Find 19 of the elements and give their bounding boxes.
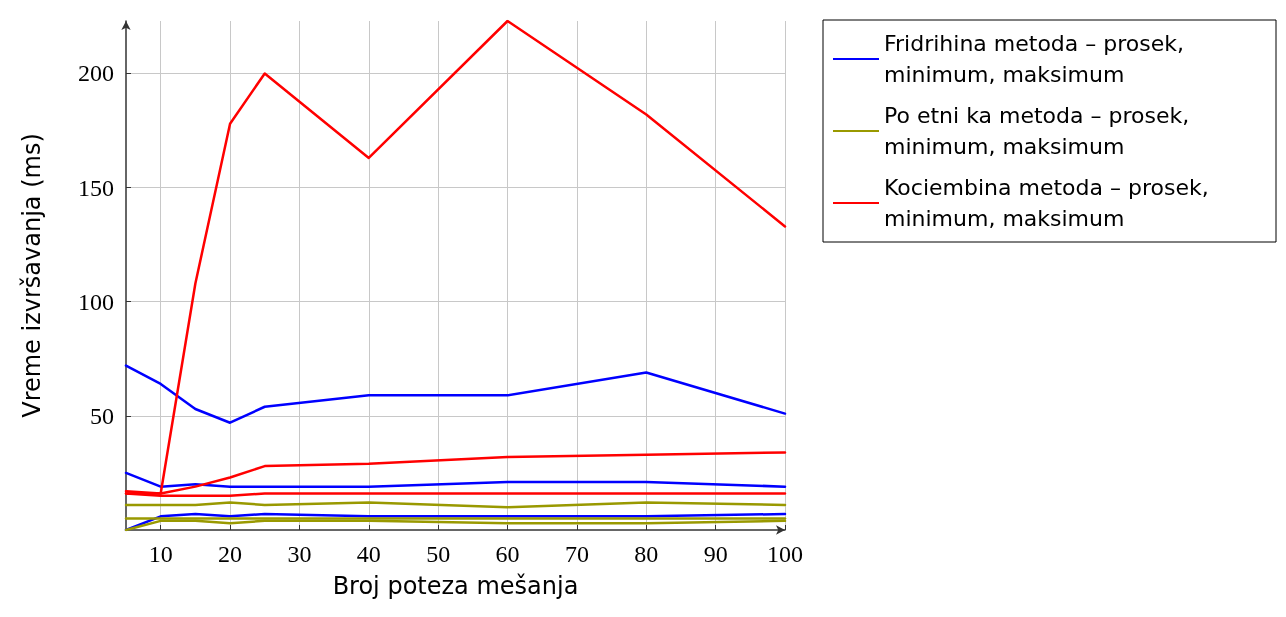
x-tick-label: 50 (426, 541, 451, 567)
y-tick-label: 100 (78, 288, 114, 315)
x-tick-label: 60 (495, 541, 520, 567)
x-tick-label: 10 (148, 541, 173, 567)
x-axis-title: Broj poteza mešanja (332, 572, 579, 600)
x-tick-label: 80 (634, 541, 659, 567)
y-tick-label: 50 (90, 402, 114, 429)
y-axis-title: Vreme izvršavanja (ms) (18, 133, 46, 418)
x-tick-label: 30 (287, 541, 312, 567)
y-tick-label: 150 (78, 174, 114, 201)
x-tick-label: 70 (564, 541, 589, 567)
y-tick-label: 200 (78, 60, 114, 87)
legend-label: Kociembina metoda – prosek, minimum, maksimum (884, 175, 1216, 231)
x-tick-label: 20 (218, 541, 243, 567)
x-tick-label: 90 (703, 541, 728, 567)
x-tick-label: 100 (767, 541, 803, 567)
x-tick-label: 40 (356, 541, 381, 567)
legend-label: Fridrihina metoda – prosek, minimum, maksimum (884, 31, 1192, 87)
legend-label: Po etni ka metoda – prosek, minimum, maksimum (884, 103, 1197, 159)
